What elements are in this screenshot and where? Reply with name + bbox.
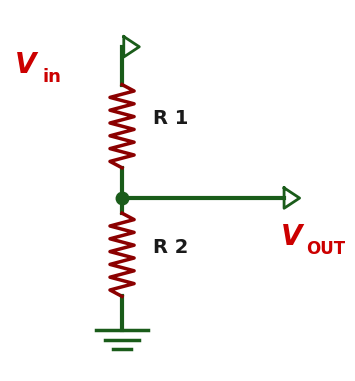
Text: OUT: OUT <box>306 240 346 258</box>
Text: in: in <box>42 67 61 86</box>
Text: R 2: R 2 <box>153 238 189 257</box>
Text: V: V <box>280 223 302 251</box>
Text: V: V <box>15 51 37 78</box>
Text: R 1: R 1 <box>153 109 189 128</box>
